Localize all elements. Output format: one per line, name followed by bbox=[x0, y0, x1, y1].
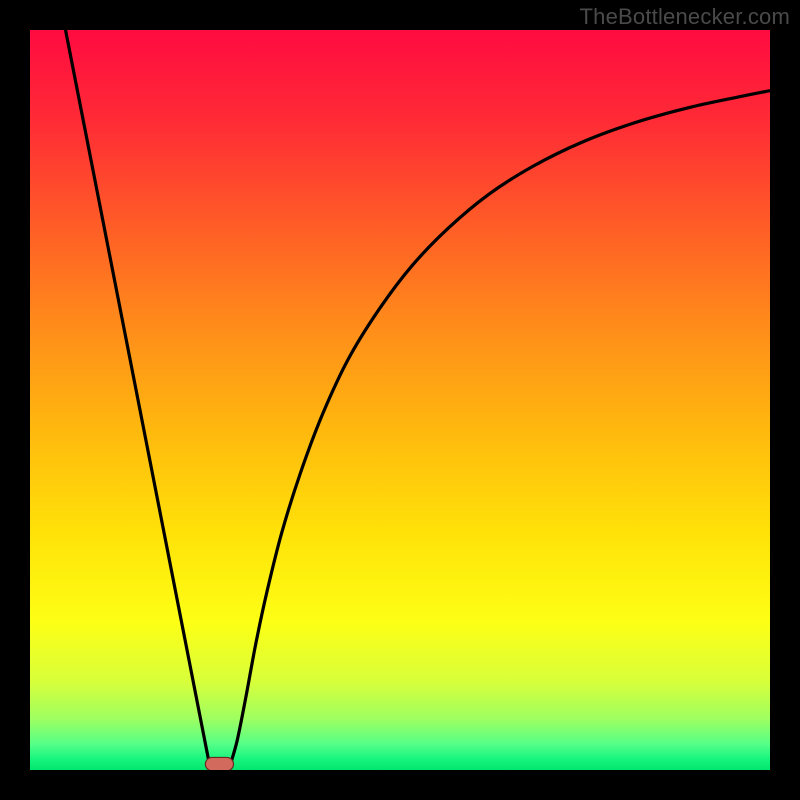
chart-container: { "watermark_text": "TheBottlenecker.com… bbox=[0, 0, 800, 800]
watermark-text: TheBottlenecker.com bbox=[580, 4, 790, 30]
curve-left-line bbox=[66, 30, 210, 766]
plot-area bbox=[30, 30, 770, 770]
bottleneck-curve bbox=[30, 30, 770, 770]
curve-right-arc bbox=[230, 91, 770, 767]
notch-marker bbox=[205, 757, 233, 770]
